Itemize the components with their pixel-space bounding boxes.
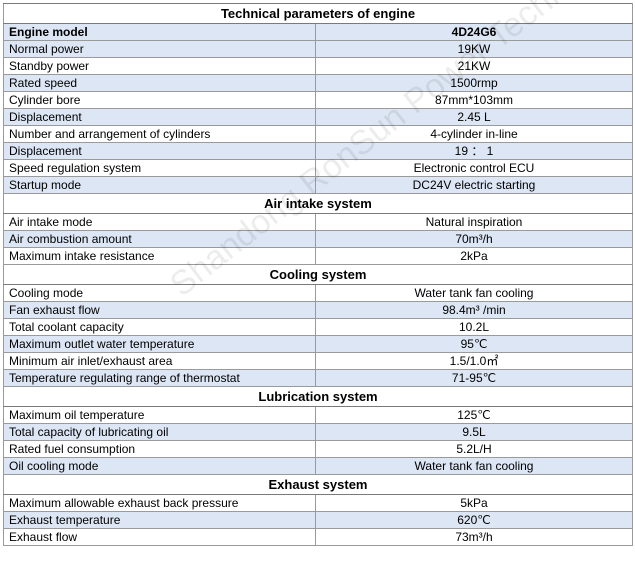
table-row: Total capacity of lubricating oil 9.5L xyxy=(3,423,634,441)
row-value: 19KW xyxy=(314,40,634,58)
row-value: 70m³/h xyxy=(314,230,634,248)
table-row: Normal power 19KW xyxy=(3,40,634,58)
table-row: Rated speed 1500rmp xyxy=(3,74,634,92)
table-row: Standby power 21KW xyxy=(3,57,634,75)
table-row: Air intake mode Natural inspiration xyxy=(3,213,634,231)
row-value: 4D24G6 xyxy=(314,23,634,41)
row-value: 2kPa xyxy=(314,247,634,265)
row-label: Startup mode xyxy=(3,176,316,194)
row-label: Number and arrangement of cylinders xyxy=(3,125,316,143)
row-label: Speed regulation system xyxy=(3,159,316,177)
model-row: Engine model 4D24G6 xyxy=(3,23,634,41)
row-label: Displacement xyxy=(3,142,316,160)
row-label: Engine model xyxy=(3,23,316,41)
row-value: 5kPa xyxy=(314,494,634,512)
table-row: Speed regulation system Electronic contr… xyxy=(3,159,634,177)
spec-sheet: Technical parameters of engine Engine mo… xyxy=(2,3,634,546)
row-value: 87mm*103mm xyxy=(314,91,634,109)
table-row: Total coolant capacity 10.2L xyxy=(3,318,634,336)
row-value: 620℃ xyxy=(314,511,634,529)
row-value: 21KW xyxy=(314,57,634,75)
row-label: Minimum air inlet/exhaust area xyxy=(3,352,316,370)
row-label: Total coolant capacity xyxy=(3,318,316,336)
row-value: 9.5L xyxy=(314,423,634,441)
table-row: Oil cooling mode Water tank fan cooling xyxy=(3,457,634,475)
table-row: Exhaust flow 73m³/h xyxy=(3,528,634,546)
table-row: Startup mode DC24V electric starting xyxy=(3,176,634,194)
table-row: Maximum outlet water temperature 95℃ xyxy=(3,335,634,353)
row-label: Temperature regulating range of thermost… xyxy=(3,369,316,387)
row-label: Maximum outlet water temperature xyxy=(3,335,316,353)
table-row: Rated fuel consumption 5.2L/H xyxy=(3,440,634,458)
row-label: Exhaust flow xyxy=(3,528,316,546)
row-label: Maximum oil temperature xyxy=(3,406,316,424)
row-label: Maximum intake resistance xyxy=(3,247,316,265)
section-header-cooling: Cooling system xyxy=(2,264,634,285)
row-label: Standby power xyxy=(3,57,316,75)
section-title: Exhaust system xyxy=(2,474,634,495)
row-value: 95℃ xyxy=(314,335,634,353)
row-label: Cylinder bore xyxy=(3,91,316,109)
row-label: Rated fuel consumption xyxy=(3,440,316,458)
table-row: Air combustion amount 70m³/h xyxy=(3,230,634,248)
row-value: 1500rmp xyxy=(314,74,634,92)
row-value: 71-95℃ xyxy=(314,369,634,387)
row-value: 73m³/h xyxy=(314,528,634,546)
row-label: Air combustion amount xyxy=(3,230,316,248)
row-label: Total capacity of lubricating oil xyxy=(3,423,316,441)
table-row: Maximum oil temperature 125℃ xyxy=(3,406,634,424)
table-row: Temperature regulating range of thermost… xyxy=(3,369,634,387)
table-row: Number and arrangement of cylinders 4-cy… xyxy=(3,125,634,143)
row-label: Air intake mode xyxy=(3,213,316,231)
row-value: 10.2L xyxy=(314,318,634,336)
table-title: Technical parameters of engine xyxy=(2,3,634,24)
row-label: Rated speed xyxy=(3,74,316,92)
row-value: DC24V electric starting xyxy=(314,176,634,194)
table-title-row: Technical parameters of engine xyxy=(2,3,634,24)
row-label: Exhaust temperature xyxy=(3,511,316,529)
section-header-air-intake: Air intake system xyxy=(2,193,634,214)
row-value: Water tank fan cooling xyxy=(314,457,634,475)
table-row: Displacement 2.45 L xyxy=(3,108,634,126)
section-header-exhaust: Exhaust system xyxy=(2,474,634,495)
row-value: 5.2L/H xyxy=(314,440,634,458)
table-row: Cylinder bore 87mm*103mm xyxy=(3,91,634,109)
row-value: Electronic control ECU xyxy=(314,159,634,177)
row-value: 4-cylinder in-line xyxy=(314,125,634,143)
table-row: Displacement 19 ： 1 xyxy=(3,142,634,160)
row-label: Maximum allowable exhaust back pressure xyxy=(3,494,316,512)
row-value: 98.4m³ /min xyxy=(314,301,634,319)
row-value: Water tank fan cooling xyxy=(314,284,634,302)
section-title: Air intake system xyxy=(2,193,634,214)
table-row: Minimum air inlet/exhaust area 1.5/1.0㎡ xyxy=(3,352,634,370)
row-label: Cooling mode xyxy=(3,284,316,302)
table-row: Cooling mode Water tank fan cooling xyxy=(3,284,634,302)
row-value: Natural inspiration xyxy=(314,213,634,231)
table-row: Maximum allowable exhaust back pressure … xyxy=(3,494,634,512)
section-title: Cooling system xyxy=(2,264,634,285)
table-row: Exhaust temperature 620℃ xyxy=(3,511,634,529)
spec-table: Technical parameters of engine Engine mo… xyxy=(2,3,634,546)
section-title: Lubrication system xyxy=(2,386,634,407)
table-row: Fan exhaust flow 98.4m³ /min xyxy=(3,301,634,319)
row-value: 2.45 L xyxy=(314,108,634,126)
row-label: Oil cooling mode xyxy=(3,457,316,475)
row-value: 19 ： 1 xyxy=(314,142,634,160)
row-label: Fan exhaust flow xyxy=(3,301,316,319)
row-label: Displacement xyxy=(3,108,316,126)
section-header-lubrication: Lubrication system xyxy=(2,386,634,407)
row-label: Normal power xyxy=(3,40,316,58)
row-value: 125℃ xyxy=(314,406,634,424)
row-value: 1.5/1.0㎡ xyxy=(314,352,634,370)
table-row: Maximum intake resistance 2kPa xyxy=(3,247,634,265)
